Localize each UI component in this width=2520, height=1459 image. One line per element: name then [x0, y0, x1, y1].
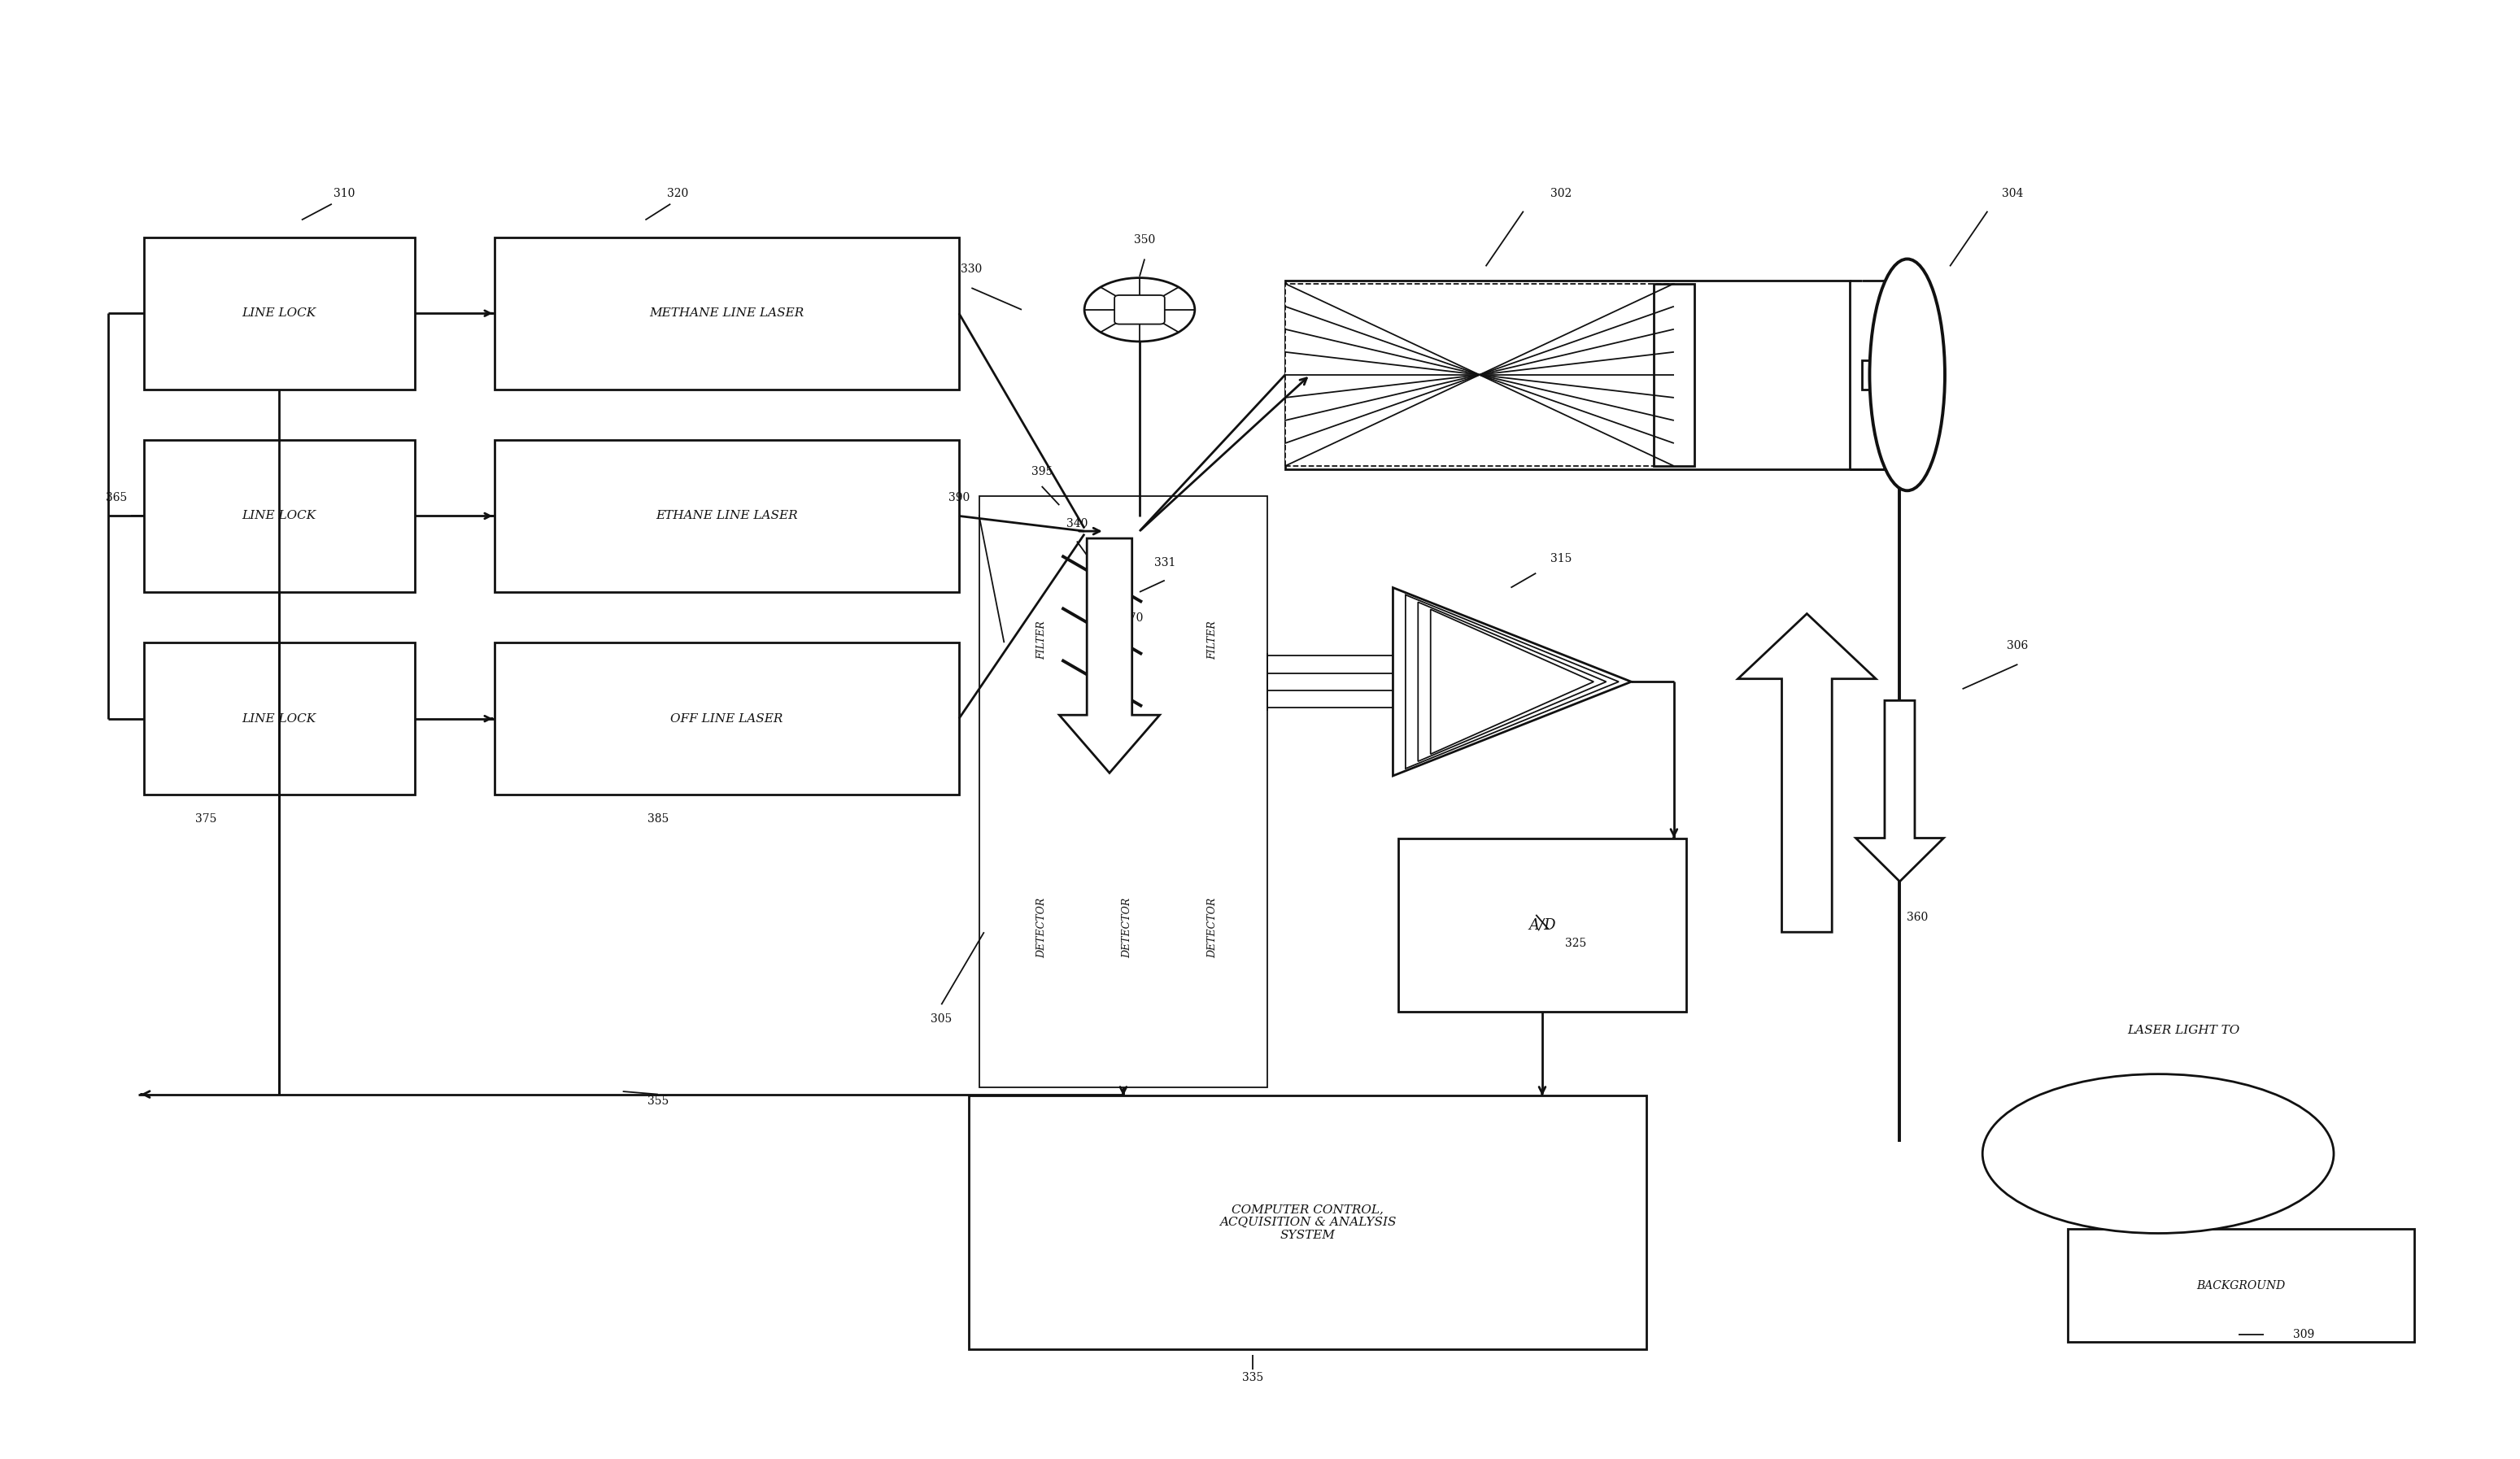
Bar	[980, 496, 1268, 1087]
FancyBboxPatch shape	[1114, 295, 1164, 324]
Bar	[1285, 283, 1673, 465]
Text: LASER LIGHT TO: LASER LIGHT TO	[2127, 1024, 2240, 1036]
Text: 350: 350	[1134, 235, 1154, 247]
Text: LINE LOCK: LINE LOCK	[242, 511, 315, 522]
Text: 304: 304	[2001, 188, 2024, 200]
Text: 308: 308	[2288, 1148, 2308, 1160]
Text: DETECTOR: DETECTOR	[1121, 897, 1131, 959]
Bar	[1399, 837, 1686, 1011]
Text: 331: 331	[1154, 557, 1174, 569]
Bar	[1862, 360, 1908, 390]
Bar	[494, 441, 960, 592]
Bar	[1003, 503, 1079, 776]
Bar	[144, 642, 416, 795]
Text: LINE LOCK: LINE LOCK	[242, 713, 315, 724]
FancyArrow shape	[1739, 614, 1875, 932]
Text: FILTER: FILTER	[1121, 620, 1131, 659]
Text: 302: 302	[1550, 188, 1572, 200]
Text: 370: 370	[1121, 613, 1142, 623]
Text: 305: 305	[930, 1014, 953, 1024]
Text: A/D: A/D	[1530, 918, 1555, 932]
FancyArrow shape	[1855, 700, 1943, 881]
Bar	[144, 441, 416, 592]
Text: COMPUTER CONTROL,
ACQUISITION & ANALYSIS
SYSTEM: COMPUTER CONTROL, ACQUISITION & ANALYSIS…	[1220, 1204, 1396, 1242]
Text: ETHANE LINE LASER: ETHANE LINE LASER	[655, 511, 799, 522]
Bar	[1174, 503, 1250, 776]
Bar	[494, 238, 960, 390]
Bar	[1089, 503, 1164, 776]
Circle shape	[1084, 277, 1194, 341]
Text: 315: 315	[1550, 553, 1572, 565]
Text: DETECTOR: DETECTOR	[1207, 897, 1217, 959]
Text: 320: 320	[668, 188, 688, 200]
FancyArrow shape	[1058, 538, 1159, 773]
Ellipse shape	[1983, 1074, 2334, 1233]
Text: OFF LINE LASER: OFF LINE LASER	[670, 713, 784, 724]
Bar	[494, 642, 960, 795]
Text: 309: 309	[2293, 1329, 2313, 1341]
Text: BACKGROUND: BACKGROUND	[2197, 1280, 2286, 1291]
Bar	[1041, 537, 1074, 563]
Polygon shape	[1394, 588, 1630, 776]
Text: 385: 385	[648, 814, 668, 824]
Text: DETECTOR: DETECTOR	[1036, 897, 1046, 959]
Text: METHANE LINE LASER: METHANE LINE LASER	[650, 308, 804, 320]
Bar	[2069, 1228, 2414, 1342]
Text: 395: 395	[1031, 465, 1053, 477]
Text: 365: 365	[106, 492, 126, 503]
Bar	[1089, 776, 1164, 1080]
Text: TRACE GASES: TRACE GASES	[2114, 1148, 2200, 1160]
Bar	[1285, 280, 1850, 468]
Text: 390: 390	[948, 492, 970, 503]
Text: 325: 325	[1565, 938, 1588, 950]
Bar	[1041, 511, 1074, 537]
Bar	[144, 238, 416, 390]
Bar	[1174, 776, 1250, 1080]
Bar	[970, 1096, 1646, 1350]
Text: 330: 330	[960, 264, 983, 274]
Text: 375: 375	[197, 814, 217, 824]
Ellipse shape	[1870, 260, 1945, 490]
Text: 340: 340	[1066, 518, 1089, 530]
Text: FILTER: FILTER	[1207, 620, 1217, 659]
Text: 335: 335	[1242, 1373, 1263, 1383]
Text: 360: 360	[1908, 912, 1928, 924]
Bar	[1653, 283, 1693, 465]
Bar	[1003, 776, 1079, 1080]
Text: AMP: AMP	[1469, 676, 1499, 687]
Text: FILTER: FILTER	[1036, 620, 1046, 659]
Text: 306: 306	[2006, 641, 2029, 651]
Text: 380: 380	[1111, 665, 1131, 677]
Text: 355: 355	[648, 1096, 668, 1107]
Text: 310: 310	[333, 188, 355, 200]
Text: LINE LOCK: LINE LOCK	[242, 308, 315, 320]
